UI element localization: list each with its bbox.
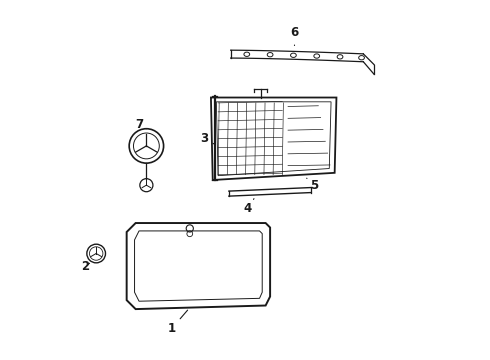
Text: 2: 2: [81, 260, 90, 273]
Text: 4: 4: [244, 199, 254, 215]
Text: 1: 1: [168, 310, 188, 335]
Text: 3: 3: [200, 132, 215, 145]
Text: 6: 6: [291, 27, 298, 45]
Text: 5: 5: [307, 178, 318, 192]
Text: 7: 7: [135, 118, 147, 131]
